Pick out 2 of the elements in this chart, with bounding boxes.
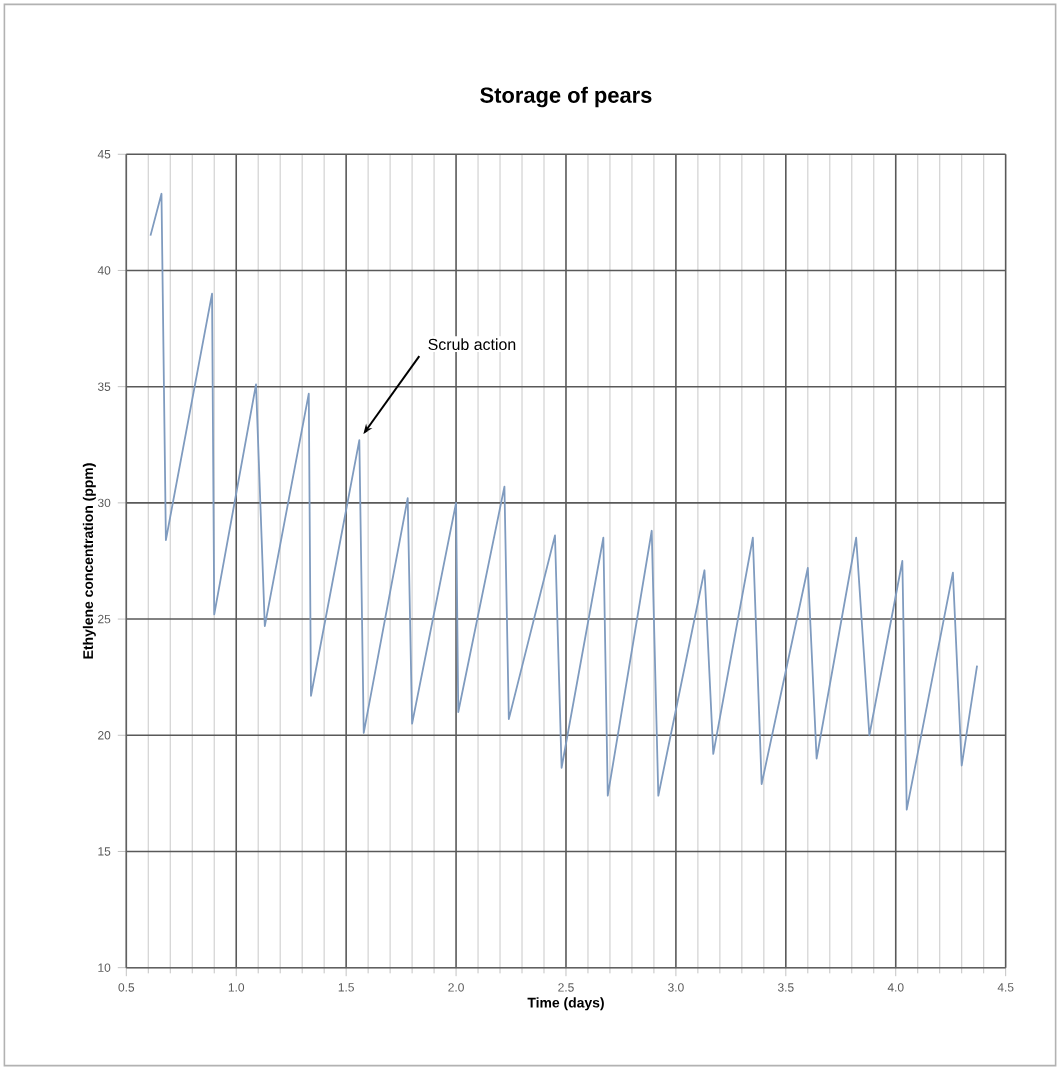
chart-title: Storage of pears <box>480 86 652 108</box>
line-series <box>149 192 978 811</box>
